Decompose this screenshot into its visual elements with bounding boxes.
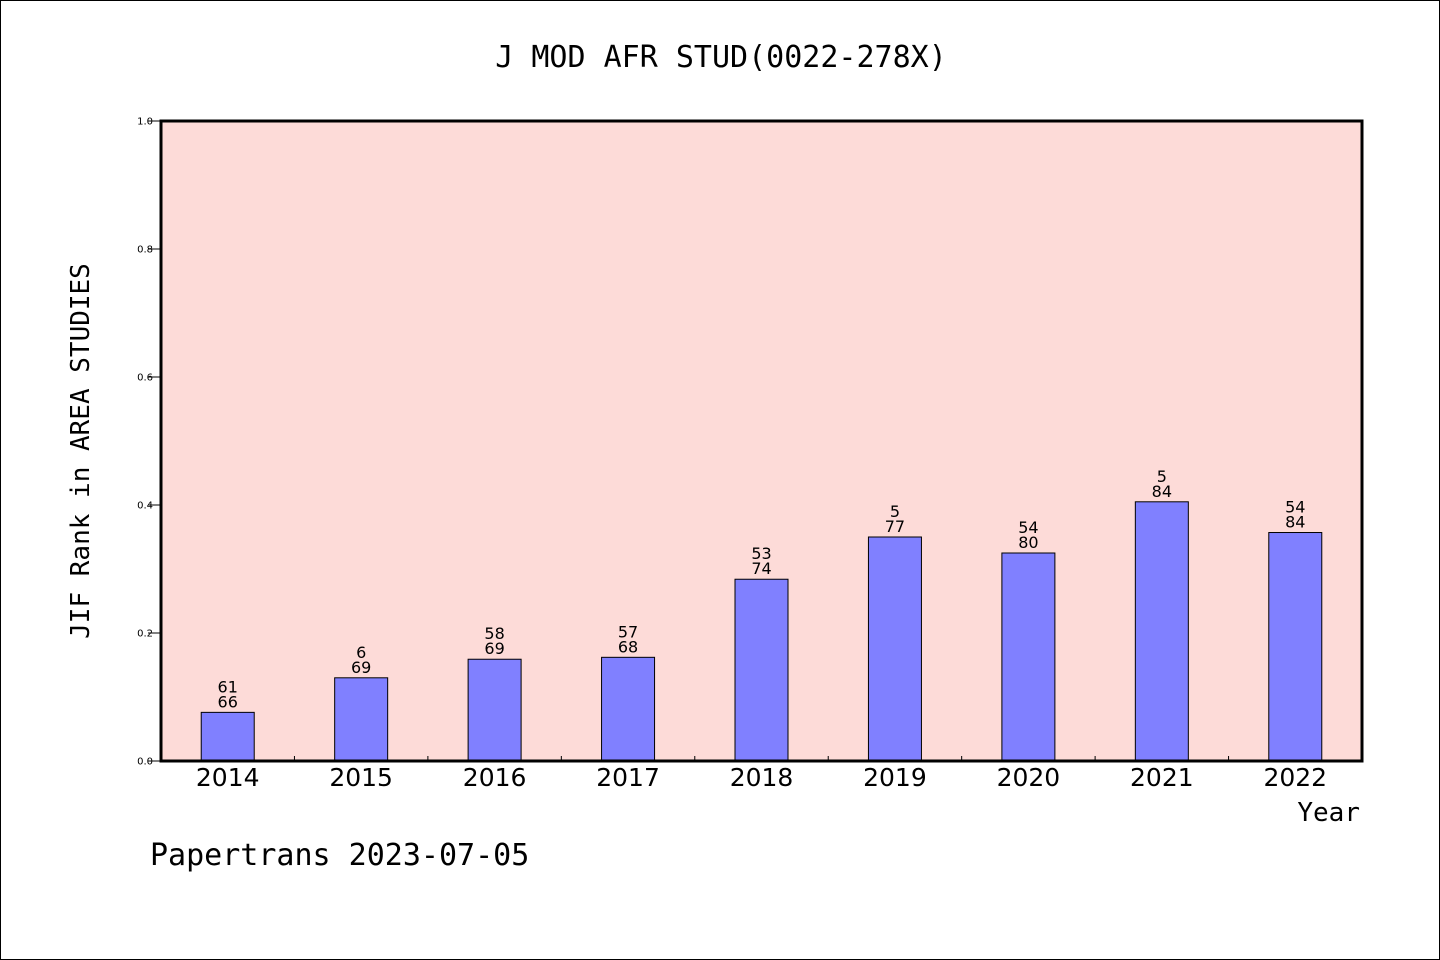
bar-2014: [200, 711, 255, 762]
bar-label-bottom-2017: 68: [618, 637, 638, 656]
y-tick-label: 1.0: [137, 117, 153, 128]
bar-2019: [867, 536, 922, 762]
ticks-layer: 2014 2015 2016 2017 2018 2019 2020 2021 2022 0.0 0…: [137, 117, 1327, 793]
bar-2021: [1134, 501, 1189, 762]
y-tick-label: 0.2: [137, 629, 153, 640]
bar-label-top-2019: 5: [890, 502, 900, 521]
bar-label-bottom-2019: 77: [885, 517, 905, 536]
x-tick-label-2014: 2014: [196, 763, 260, 792]
x-tick-label-2016: 2016: [463, 763, 527, 792]
y-tick-label: 0.4: [137, 501, 153, 512]
bar-label-top-2017: 57: [618, 622, 638, 641]
y-tick-label: 0.0: [137, 757, 153, 768]
bar-label-top-2015: 6: [356, 643, 366, 662]
y-axis-label: JIF Rank in AREA STUDIES: [66, 263, 96, 639]
plot-border: [159, 119, 1364, 763]
x-axis-label: Year: [1297, 798, 1360, 828]
bar-2022: [1268, 532, 1323, 762]
bar-label-bottom-2015: 69: [351, 658, 371, 677]
bar-label-top-2016: 58: [484, 624, 504, 643]
x-tick-label-2015: 2015: [329, 763, 393, 792]
bar-2018: [734, 578, 789, 762]
bar-label-top-2021: 5: [1157, 467, 1167, 486]
bar-label-bottom-2014: 66: [218, 692, 238, 711]
bar-label-bottom-2021: 84: [1152, 482, 1172, 501]
bar-label-bottom-2018: 74: [751, 559, 771, 578]
x-tick-label-2019: 2019: [863, 763, 927, 792]
x-tick-label-2020: 2020: [997, 763, 1061, 792]
x-tick-label-2022: 2022: [1263, 763, 1327, 792]
bar-label-bottom-2020: 80: [1018, 533, 1038, 552]
footer-date-stamp: Papertrans 2023-07-05: [150, 838, 529, 873]
bar-label-top-2020: 54: [1018, 518, 1038, 537]
bar-label-top-2022: 54: [1285, 498, 1305, 517]
bar-label-bottom-2022: 84: [1285, 513, 1305, 532]
bar-2015: [334, 677, 389, 762]
y-tick-label: 0.8: [137, 245, 153, 256]
x-tick-label-2018: 2018: [730, 763, 794, 792]
x-tick-label-2021: 2021: [1130, 763, 1194, 792]
y-tick-label: 0.6: [137, 373, 153, 384]
bar-2020: [1001, 552, 1056, 762]
bar-label-top-2018: 53: [751, 544, 771, 563]
bar-label-top-2014: 61: [218, 677, 238, 696]
bar-label-bottom-2016: 69: [484, 639, 504, 658]
bar-2016: [467, 658, 522, 762]
bar-2017: [601, 656, 656, 762]
x-tick-label-2017: 2017: [596, 763, 660, 792]
chart-title: J MOD AFR STUD(0022-278X): [495, 40, 947, 75]
